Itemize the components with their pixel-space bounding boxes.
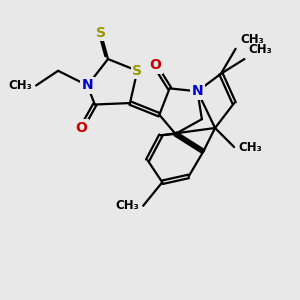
Text: N: N: [192, 84, 203, 98]
Text: S: S: [96, 26, 106, 40]
Text: S: S: [132, 64, 142, 78]
Text: CH₃: CH₃: [8, 79, 32, 92]
Text: CH₃: CH₃: [240, 33, 264, 46]
Text: CH₃: CH₃: [238, 141, 262, 154]
Text: O: O: [76, 121, 88, 135]
Text: O: O: [149, 58, 161, 72]
Text: CH₃: CH₃: [115, 199, 139, 212]
Text: CH₃: CH₃: [249, 43, 273, 56]
Text: N: N: [82, 79, 93, 92]
